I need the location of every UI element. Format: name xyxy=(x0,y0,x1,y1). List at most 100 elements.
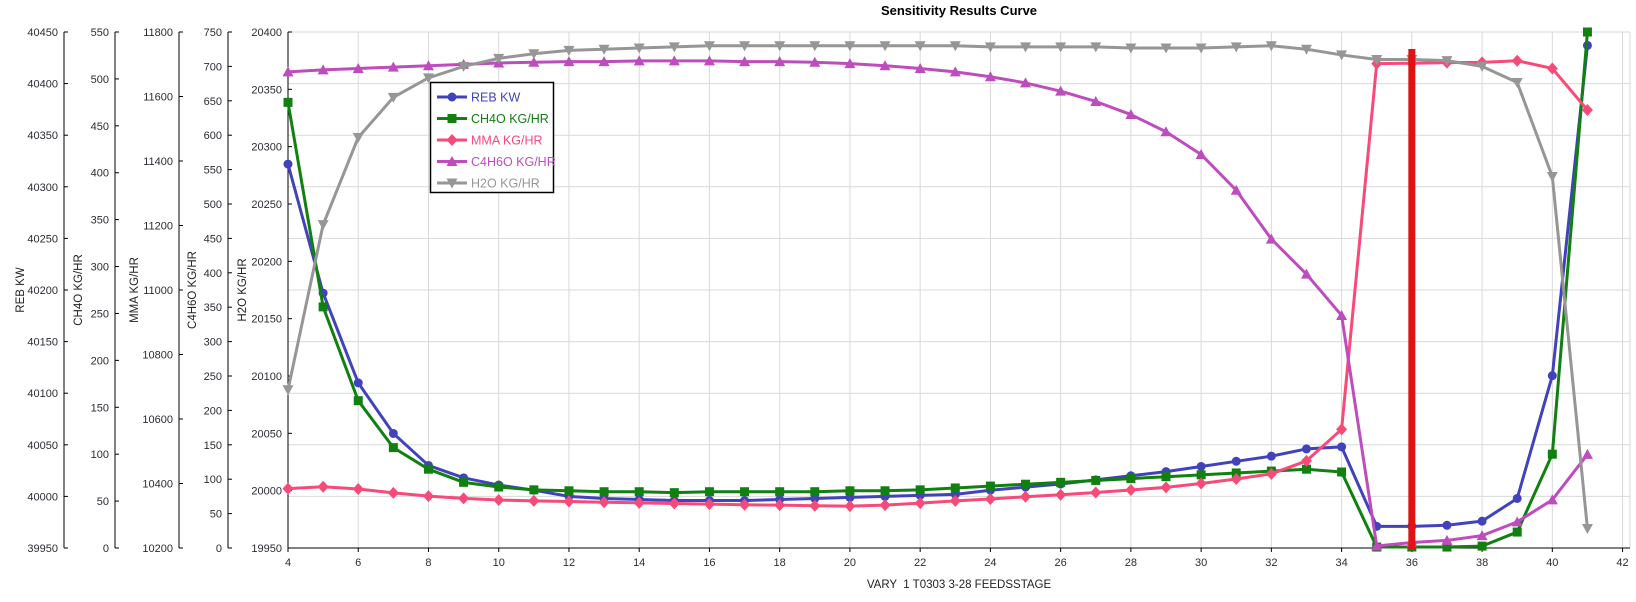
x-tick-label: 36 xyxy=(1406,557,1418,569)
x-tick-label: 26 xyxy=(1055,557,1067,569)
y-tick-label: 20150 xyxy=(251,314,282,326)
legend-label-square: CH4O KG/HR xyxy=(471,112,549,126)
series-mma-kg-hr xyxy=(282,54,1593,513)
y-tick-label: 10200 xyxy=(142,543,173,555)
y-tick-label: 500 xyxy=(204,199,222,211)
y-tick-label: 20350 xyxy=(251,84,282,96)
y-axis-title-mma: MMA KG/HR xyxy=(129,257,141,323)
y-tick-label: 450 xyxy=(91,121,109,133)
x-tick-label: 32 xyxy=(1265,557,1277,569)
x-tick-label: 34 xyxy=(1335,557,1347,569)
y-tick-label: 20400 xyxy=(251,27,282,39)
y-tick-label: 750 xyxy=(204,27,222,39)
x-tick-label: 28 xyxy=(1125,557,1137,569)
y-tick-label: 300 xyxy=(91,262,109,274)
y-tick-label: 40200 xyxy=(27,285,58,297)
series-h2o-kg-hr xyxy=(282,41,1593,535)
chart-title: Sensitivity Results Curve xyxy=(880,3,1038,18)
y-tick-label: 40250 xyxy=(27,233,58,245)
x-tick-label: 24 xyxy=(984,557,996,569)
y-axis-title-c4h6o: C4H6O KG/HR xyxy=(187,251,199,329)
y-tick-label: 40150 xyxy=(27,337,58,349)
y-tick-label: 100 xyxy=(91,449,109,461)
x-tick-label: 12 xyxy=(563,557,575,569)
y-tick-label: 100 xyxy=(204,474,222,486)
y-tick-label: 200 xyxy=(204,405,222,417)
y-tick-label: 550 xyxy=(204,165,222,177)
y-tick-label: 20250 xyxy=(251,199,282,211)
y-tick-label: 0 xyxy=(103,543,109,555)
y-tick-label: 40100 xyxy=(27,388,58,400)
y-axis-title-reb: REB KW xyxy=(15,267,27,313)
legend-label-diamond: MMA KG/HR xyxy=(471,134,543,148)
x-tick-label: 18 xyxy=(774,557,786,569)
legend-label-circle: REB KW xyxy=(471,91,521,105)
y-axis-h2o: 19950 20000 20050 20100 20150 20200 20250 20300… xyxy=(237,27,292,555)
y-tick-label: 39950 xyxy=(27,543,58,555)
y-tick-label: 350 xyxy=(204,302,222,314)
y-axis-c4h6o: 0 50 100 150 200 250 300 350 400 450 500 550 600 650 7… xyxy=(187,27,232,555)
x-axis-label: VARY 1 T0303 3-28 FEEDSSTAGE xyxy=(866,579,1052,591)
y-tick-label: 600 xyxy=(204,130,222,142)
x-tick-label: 8 xyxy=(425,557,431,569)
y-tick-label: 200 xyxy=(91,355,109,367)
y-tick-label: 150 xyxy=(91,402,109,414)
y-tick-label: 500 xyxy=(91,74,109,86)
x-axis: 4 6 8 10 12 14 16 18 20 22 24 26 28 30 32 34 36 38 40 42 xyxy=(285,547,1630,569)
y-tick-label: 11000 xyxy=(143,285,173,297)
y-tick-label: 11400 xyxy=(143,156,173,168)
y-tick-label: 50 xyxy=(210,509,222,521)
x-tick-label: 16 xyxy=(703,557,715,569)
y-tick-label: 40450 xyxy=(27,27,58,39)
series-ch4o-kg-hr xyxy=(283,27,1592,552)
y-axis-ch4o: 0 50 100 150 200 250 300 350 400 450 500 550 CH4O KG… xyxy=(73,27,119,555)
y-tick-label: 10800 xyxy=(142,350,173,362)
y-tick-label: 20050 xyxy=(251,428,282,440)
y-tick-label: 11600 xyxy=(143,92,173,104)
x-tick-label: 6 xyxy=(355,557,361,569)
y-tick-label: 700 xyxy=(204,61,222,73)
legend-label-triangle-down: H2O KG/HR xyxy=(471,177,540,191)
y-tick-label: 300 xyxy=(204,337,222,349)
y-tick-label: 650 xyxy=(204,96,222,108)
x-tick-label: 22 xyxy=(914,557,926,569)
x-tick-label: 4 xyxy=(285,557,291,569)
x-tick-label: 40 xyxy=(1546,557,1558,569)
y-tick-label: 20100 xyxy=(251,371,282,383)
x-tick-label: 10 xyxy=(493,557,505,569)
legend: REB KW CH4O KG/HR MMA KG/HR C4H6O KG/HR H2O … xyxy=(429,81,556,194)
y-tick-label: 250 xyxy=(91,308,109,320)
x-tick-label: 38 xyxy=(1476,557,1488,569)
y-tick-label: 10600 xyxy=(142,414,173,426)
y-tick-label: 40350 xyxy=(27,130,58,142)
y-tick-label: 19950 xyxy=(251,543,282,555)
y-tick-label: 20200 xyxy=(251,256,282,268)
y-tick-label: 400 xyxy=(91,168,109,180)
y-tick-label: 150 xyxy=(204,440,222,452)
y-tick-label: 350 xyxy=(91,215,109,227)
y-tick-label: 0 xyxy=(216,543,222,555)
y-tick-label: 400 xyxy=(204,268,222,280)
y-axis-mma: 10200 10400 10600 10800 11000 11200 11400 11600… xyxy=(129,27,183,555)
y-tick-label: 50 xyxy=(97,496,109,508)
y-axis-title-h2o: H2O KG/HR xyxy=(237,258,249,321)
y-tick-label: 40000 xyxy=(27,491,58,503)
y-tick-label: 40300 xyxy=(27,182,58,194)
y-tick-label: 10400 xyxy=(142,479,173,491)
y-tick-label: 250 xyxy=(204,371,222,383)
y-tick-label: 450 xyxy=(204,233,222,245)
y-axis-reb: 39950 40000 40050 40100 40150 40200 40250 40300… xyxy=(15,27,68,555)
y-tick-label: 11200 xyxy=(143,221,173,233)
y-tick-label: 40050 xyxy=(27,440,58,452)
y-tick-label: 11800 xyxy=(143,27,173,39)
x-tick-label: 30 xyxy=(1195,557,1207,569)
y-tick-label: 20300 xyxy=(251,142,282,154)
y-tick-label: 40400 xyxy=(27,79,58,91)
x-tick-label: 42 xyxy=(1616,557,1628,569)
y-tick-label: 550 xyxy=(91,27,109,39)
y-axis-title-ch4o: CH4O KG/HR xyxy=(73,254,85,326)
legend-label-triangle-up: C4H6O KG/HR xyxy=(471,155,556,169)
y-tick-label: 20000 xyxy=(251,486,282,498)
